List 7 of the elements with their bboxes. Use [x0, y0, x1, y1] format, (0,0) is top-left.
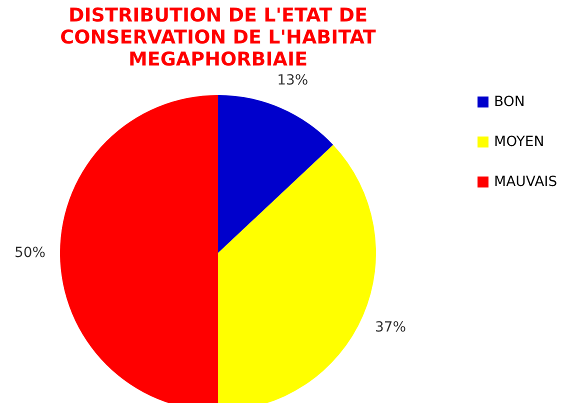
data-label: 13%	[277, 72, 308, 88]
legend-label: BON	[494, 94, 525, 110]
data-label: 37%	[374, 320, 406, 336]
data-label: 50%	[14, 245, 46, 261]
legend-label: MAUVAIS	[494, 174, 558, 190]
legend-label: MOYEN	[494, 134, 544, 150]
chart-title: DISTRIBUTION DE L'ETAT DE CONSERVATION DE L'HABITAT MEGAPHORBIAIE	[60, 4, 376, 70]
